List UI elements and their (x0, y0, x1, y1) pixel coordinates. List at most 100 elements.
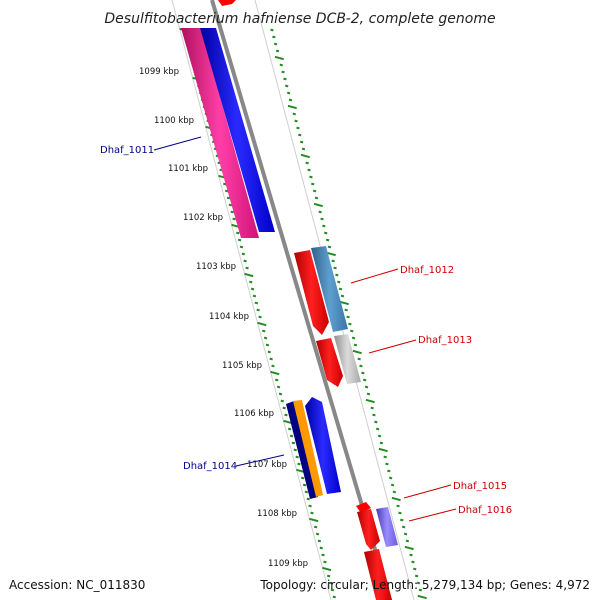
gene-labels: Dhaf_1011 Dhaf_1012 Dhaf_1013 Dhaf_1014 … (100, 145, 512, 516)
ruler-dot (263, 336, 268, 340)
ruler-dot (351, 336, 356, 340)
ruler-dot (385, 462, 389, 466)
ruler-dot (337, 280, 341, 284)
gene-blue-1 (200, 28, 275, 232)
ruler-dot (326, 574, 331, 578)
ruler-dot (278, 392, 283, 396)
gene-dhaf-1014-navy (286, 401, 318, 499)
ruler-dot (244, 272, 254, 278)
ruler-dot (325, 238, 330, 242)
ruler-dot (286, 91, 291, 95)
ruler-dot (285, 84, 289, 88)
ruler-dot (275, 49, 280, 53)
ruler-dot (361, 371, 365, 375)
gene-bottom-red (364, 549, 392, 600)
ruler-dot (319, 546, 323, 550)
ruler-dot (236, 231, 240, 235)
ruler-dot (224, 189, 229, 193)
ruler-dot (291, 441, 296, 445)
ruler-dot (413, 567, 417, 571)
tick-label: 1102 kbp (183, 213, 223, 223)
ruler-dot (241, 252, 246, 256)
ruler-dot (383, 455, 387, 459)
ruler-dot (391, 496, 401, 502)
ruler-dot (228, 203, 233, 207)
ruler-dot (315, 532, 320, 536)
tick-label: 1100 kbp (154, 116, 194, 126)
ruler-dot (321, 553, 325, 557)
ruler-dot (296, 126, 300, 130)
ruler-dot (226, 196, 231, 200)
ruler-dot (310, 511, 314, 515)
ruler-dot (320, 217, 324, 221)
ruler-dot (352, 349, 362, 355)
ruler-dot (348, 322, 352, 326)
ruler-dot (294, 119, 298, 123)
tick-labels: 1099 kbp 1100 kbp 1101 kbp 1102 kbp 1103… (139, 67, 308, 569)
ruler-dot (346, 315, 350, 319)
ruler-dot (298, 133, 302, 137)
ruler-dot (403, 532, 408, 536)
ruler-dot (405, 539, 410, 543)
gene-label-dhaf-1011: Dhaf_1011 (100, 145, 154, 156)
ruler-dot (350, 329, 354, 333)
ruler-dot (330, 588, 335, 592)
ruler-dot (417, 594, 427, 600)
ruler-dot (305, 161, 309, 165)
ruler-dot (237, 238, 242, 242)
ruler-dot (335, 273, 339, 277)
ruler-dot (400, 518, 404, 522)
gene-blue-2 (305, 397, 341, 494)
ruler-dot (249, 280, 253, 284)
ruler-dot (252, 294, 257, 298)
ruler-dot (327, 245, 332, 249)
ruler-dot (283, 77, 287, 81)
ruler-dot (267, 350, 271, 354)
ruler-dot (331, 259, 335, 263)
ruler-dot (307, 168, 311, 172)
accession-text: Accession: NC_011830 (9, 578, 146, 592)
ruler-dot (308, 504, 312, 508)
ruler-dot (396, 504, 400, 508)
ruler-dot (332, 595, 336, 599)
ruler-dot (230, 210, 234, 214)
ruler-dot (250, 287, 255, 291)
gene-label-dhaf-1012: Dhaf_1012 (400, 265, 454, 276)
ruler-dot (287, 104, 297, 110)
ruler-dot (375, 427, 380, 431)
ruler-dot (398, 511, 402, 515)
tick-label: 1103 kbp (196, 262, 236, 272)
ruler-dot (372, 413, 376, 417)
ruler-dot (322, 566, 332, 572)
ruler-dot (357, 357, 361, 361)
topology-text: Topology: circular; Length: 5,279,134 bp… (260, 578, 590, 592)
ruler-dot (311, 182, 315, 186)
gene-top-partial (218, 0, 236, 6)
gene-dhaf-1013-grey (334, 334, 361, 384)
gene-dhaf-1015-red (356, 502, 371, 513)
ruler-dot (284, 413, 288, 417)
ruler-dot (270, 370, 280, 376)
ruler-dot (300, 476, 305, 480)
ruler-dot (344, 308, 348, 312)
ruler-dot (370, 406, 374, 410)
ruler-dot (239, 245, 244, 249)
gene-label-dhaf-1016: Dhaf_1016 (458, 505, 512, 516)
ruler-dot (323, 560, 327, 564)
ruler-dot (366, 392, 371, 396)
ruler-dot (418, 588, 423, 592)
gene-features (181, 0, 398, 600)
ruler-dot (328, 581, 333, 585)
genome-backbone (210, 0, 392, 600)
ruler-dot (304, 490, 309, 494)
ruler-dot (300, 153, 310, 159)
label-leaders (153, 136, 457, 522)
ruler-dot (392, 490, 397, 494)
ruler-dot (324, 231, 328, 235)
ruler-dot (279, 63, 283, 67)
ruler-dot (318, 210, 322, 214)
ruler-dot (379, 441, 384, 445)
ruler-dot (299, 140, 304, 144)
ruler-dot (276, 385, 281, 389)
ruler-dot (273, 42, 278, 46)
